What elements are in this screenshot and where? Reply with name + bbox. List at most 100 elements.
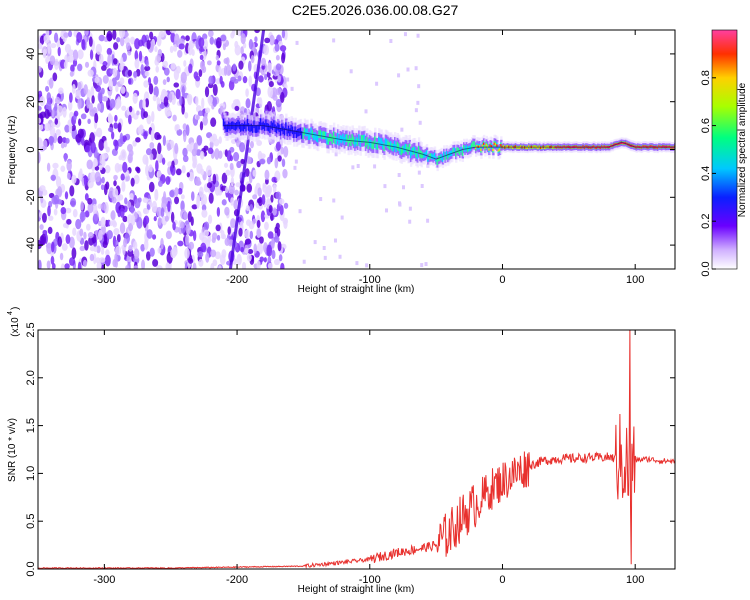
ridge-core [318, 130, 321, 139]
spectrogram-noise-cell [183, 60, 187, 67]
spectrogram-noise-cell [134, 38, 141, 50]
spectrogram-noise-cell [212, 83, 218, 96]
ridge-core [351, 134, 354, 142]
spectrogram-noise-cell [143, 131, 148, 140]
spectrogram-noise-cell [132, 140, 137, 147]
spectrogram-noise-cell [209, 36, 215, 45]
ridge-peak-max [650, 145, 653, 148]
spectrogram-noise-cell [146, 114, 152, 125]
spectrogram-noise-cell [398, 201, 402, 206]
chart-title: C2E5.2026.036.00.08.G27 [291, 2, 459, 18]
spectrogram-noise-cell [91, 203, 98, 214]
spectrogram-noise-cell [264, 169, 270, 181]
spectrogram-noise-cell [134, 58, 140, 69]
ridge-core [363, 134, 366, 143]
ridge-core [336, 133, 340, 141]
spectrogram-noise-cell [63, 60, 68, 69]
ridge-core [249, 124, 252, 133]
spectrogram-noise-cell [173, 69, 180, 81]
spectrogram-noise-cell [70, 64, 75, 73]
spectrogram-noise-cell [225, 57, 230, 66]
spectrogram-noise-cell [52, 162, 59, 169]
ridge-core [315, 133, 319, 142]
spectrogram-noise-cell [128, 105, 133, 113]
ridge-core [257, 124, 260, 133]
ridge-core [459, 149, 462, 156]
spectrogram-noise-cell [39, 224, 44, 230]
spectrogram-noise-cell [116, 37, 121, 43]
spectrogram-noise-cell [54, 118, 59, 125]
spectrogram-noise-cell [332, 38, 336, 43]
spectrogram-noise-cell [248, 75, 253, 88]
spectrogram-noise-cell [53, 32, 59, 43]
y-tick-label: 1.0 [25, 466, 37, 481]
spectrogram-noise-cell [275, 87, 283, 96]
spectrogram-noise-cell [50, 42, 57, 49]
spectrogram-noise-cell [426, 218, 430, 223]
spectrogram-noise-cell [38, 123, 44, 131]
spectrogram-noise-cell [47, 42, 51, 55]
colorbar-tick-label: 0.2 [700, 214, 712, 229]
spectrogram-noise-cell [267, 231, 274, 239]
spectrogram-noise-cell [414, 108, 418, 113]
spectrogram-noise-cell [269, 34, 275, 46]
colorbar-label: Normalized spectral amplitude [737, 82, 748, 217]
spectrogram-noise-cell [258, 75, 264, 83]
spectrogram-noise-cell [75, 133, 82, 143]
spectrogram-noise-cell [152, 258, 159, 267]
spectrogram-noise-cell [199, 54, 204, 61]
ridge-core [374, 136, 377, 145]
spectrogram-noise-cell [100, 202, 107, 211]
spectrogram-noise-cell [47, 205, 51, 217]
spectrogram-noise-cell [79, 245, 86, 252]
spectrogram-noise-cell [195, 180, 202, 186]
spectrogram-noise-cell [252, 194, 258, 200]
spectrogram-noise-cell [50, 255, 55, 265]
spectrogram-noise-cell [245, 88, 249, 98]
ridge-core [404, 143, 408, 152]
spectrogram-noise-cell [169, 30, 177, 34]
spectrogram-noise-cell [213, 138, 220, 147]
spectrogram-noise-cell [143, 111, 149, 119]
ridge-peak [488, 148, 491, 151]
spectrogram-noise-cell [104, 164, 111, 174]
spectrogram-noise-cell [149, 142, 155, 149]
spectrogram-noise-cell [259, 236, 264, 244]
ridge-peak-max [656, 146, 660, 149]
y-tick-label: -20 [25, 189, 37, 205]
ridge-core [423, 152, 426, 159]
spectrogram-noise-cell [416, 33, 420, 38]
spectrogram-noise-cell [156, 35, 162, 47]
ridge-core [358, 134, 361, 143]
spectrogram-noise-cell [203, 229, 209, 237]
ridge-core [372, 141, 376, 149]
ridge-core [383, 143, 386, 152]
spectrogram-noise-cell [181, 103, 185, 115]
spectrogram-noise-cell [60, 263, 66, 269]
spectrogram-noise-cell [83, 231, 87, 240]
ridge-core [445, 151, 449, 157]
spectrogram-noise-cell [128, 244, 133, 252]
spectrogram-noise-cell [277, 241, 282, 252]
spectrogram-noise-cell [256, 97, 261, 104]
ridge-core [303, 127, 307, 135]
spectrogram-noise-cell [182, 154, 189, 163]
ridge-core [267, 123, 271, 132]
spectrogram-noise-cell [355, 261, 359, 266]
spectrogram-noise-cell [78, 118, 82, 126]
spectrogram-noise-cell [254, 30, 260, 34]
ridge-core [360, 135, 364, 143]
ridge-core [331, 136, 335, 145]
spectrogram-noise-cell [225, 186, 229, 194]
spectrogram-noise-cell [113, 122, 118, 129]
spectrogram-noise-cell [136, 110, 140, 116]
ridge-core [261, 122, 264, 131]
spectrogram-noise-cell [145, 59, 149, 68]
spectrogram-noise-cell [293, 165, 297, 170]
ridge-core [376, 141, 380, 150]
spectrogram-noise-cell [89, 132, 95, 144]
snr-x-axis-label: Height of straight line (km) [298, 584, 415, 595]
spectrogram-noise-cell [70, 197, 77, 208]
spectrogram-noise-cell [128, 222, 134, 232]
spectrogram-noise-cell [106, 47, 113, 56]
